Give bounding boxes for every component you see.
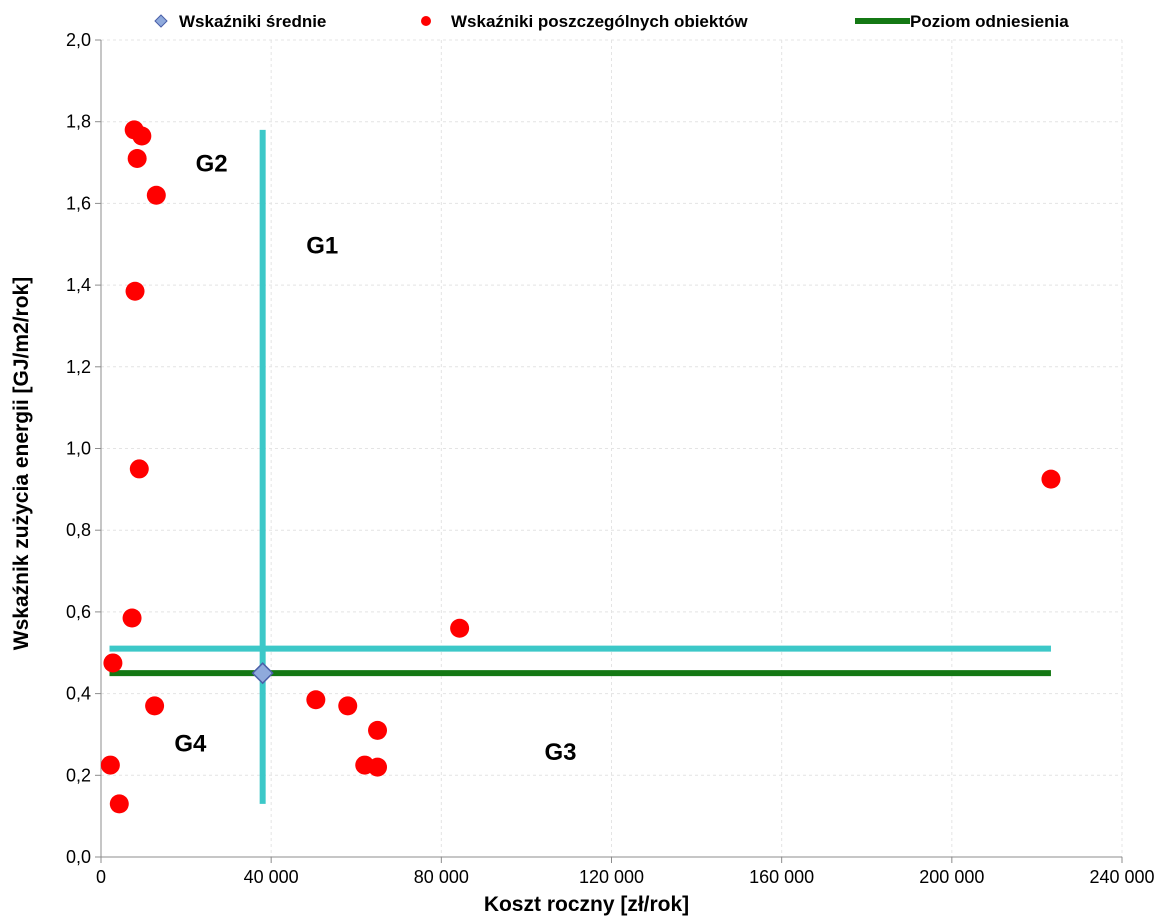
object-point (338, 696, 358, 716)
x-tick-label: 200 000 (919, 867, 984, 887)
legend-label-average: Wskaźniki średnie (179, 12, 326, 31)
legend-circle-marker (421, 16, 431, 26)
quadrant-lines (109, 129, 1051, 804)
y-tick-label: 1,8 (66, 112, 91, 132)
legend-label-reference: Poziom odniesienia (910, 12, 1069, 31)
x-tick-label: 120 000 (579, 867, 644, 887)
region-label-g4: G4 (174, 731, 207, 758)
y-axis-title: Wskaźnik zużycia energii [GJ/m2/rok] (10, 277, 33, 650)
object-point (100, 755, 120, 775)
x-tick-label: 40 000 (244, 867, 299, 887)
y-tick-label: 0,2 (66, 765, 91, 785)
y-tick-label: 1,6 (66, 193, 91, 213)
region-label-g1: G1 (306, 232, 338, 259)
y-tick-label: 1,0 (66, 439, 91, 459)
gridlines (101, 39, 1123, 857)
object-point (103, 653, 123, 673)
object-point (132, 126, 152, 146)
legend-diamond-marker (154, 14, 168, 28)
object-point (125, 281, 145, 301)
object-point (450, 618, 470, 638)
object-point (368, 757, 388, 777)
y-tick-label: 2,0 (66, 30, 91, 50)
x-tick-label: 0 (96, 867, 106, 887)
legend: Wskaźniki średnie Wskaźniki poszczególnyc… (154, 12, 1069, 31)
object-point (145, 696, 165, 716)
x-axis-title: Koszt roczny [zł/rok] (484, 893, 689, 916)
legend-label-objects: Wskaźniki poszczególnych obiektów (451, 12, 748, 31)
region-labels: G1 G2 G3 G4 (174, 151, 576, 766)
x-tick-label: 240 000 (1089, 867, 1154, 887)
x-tick-label: 160 000 (749, 867, 814, 887)
y-tick-label: 0,6 (66, 602, 91, 622)
y-tick-label: 1,2 (66, 357, 91, 377)
y-tick-label: 1,4 (66, 275, 91, 295)
data-series (100, 120, 1061, 814)
object-point (122, 608, 142, 628)
object-point (368, 720, 388, 740)
object-point (146, 185, 166, 205)
object-point (1041, 469, 1061, 489)
y-tick-label: 0,8 (66, 520, 91, 540)
axes: 0,0 0,2 0,4 0,6 0,8 1,0 1,2 1,4 1,6 1,8 2,0 0 40 000… (66, 30, 1155, 887)
object-point (129, 459, 149, 479)
y-tick-label: 0,0 (66, 847, 91, 867)
x-tick-label: 80 000 (414, 867, 469, 887)
region-label-g3: G3 (544, 739, 576, 766)
y-tick-label: 0,4 (66, 684, 91, 704)
object-point (306, 690, 326, 710)
average-point (251, 662, 274, 685)
object-point (109, 794, 129, 814)
object-point (127, 148, 147, 168)
region-label-g2: G2 (196, 151, 228, 178)
